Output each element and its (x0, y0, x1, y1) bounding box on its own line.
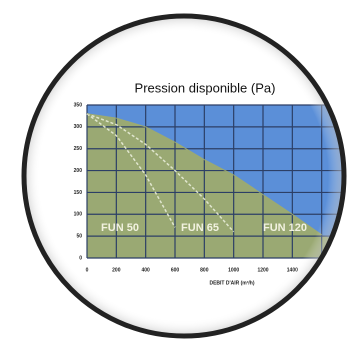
lens-ring (21, 13, 347, 339)
x-tick-label: 1600 (316, 267, 327, 273)
